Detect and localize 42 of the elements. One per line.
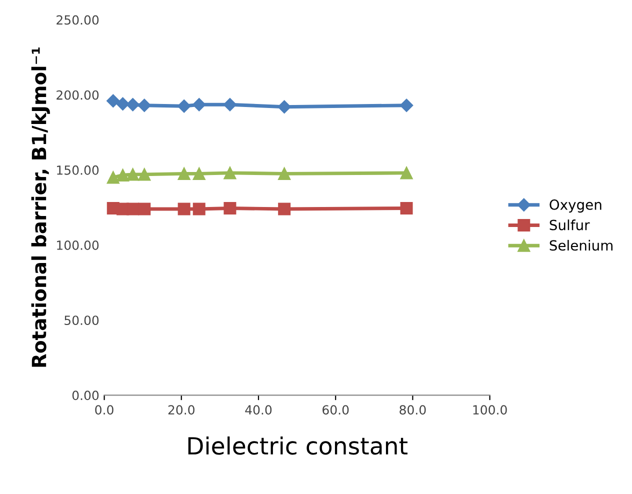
point	[138, 168, 151, 181]
legend-label: Selenium	[550, 240, 612, 251]
x-axis-title: Dielectric constant	[188, 436, 408, 455]
y-axis-title: Rotational barrier, B1/kJmol⁻¹	[31, 48, 50, 367]
x-tick-label: 0.0	[95, 405, 114, 415]
y-tick-label: 200.00	[56, 90, 99, 100]
x-tick-label: 40.0	[245, 405, 272, 415]
point	[224, 166, 236, 180]
point	[106, 171, 120, 184]
y-tick-label: 0.00	[72, 390, 99, 400]
point	[126, 202, 140, 216]
x-tick-label: 20.0	[168, 405, 194, 415]
legend-label: Oxygen	[550, 199, 602, 213]
point	[192, 167, 206, 180]
point	[178, 202, 190, 216]
point	[106, 94, 120, 108]
point	[126, 98, 140, 112]
point	[278, 100, 291, 114]
y-tick-label: 100.00	[57, 240, 99, 250]
point	[223, 98, 237, 112]
point	[116, 168, 130, 182]
x-tick-label: 100.0	[473, 405, 507, 415]
point	[177, 100, 191, 113]
point	[192, 98, 206, 112]
point	[400, 98, 414, 112]
y-tick-label: 50.00	[64, 316, 99, 326]
point	[278, 167, 291, 180]
x-tick-label: 80.0	[400, 405, 426, 415]
x-tick-label: 60.0	[322, 405, 349, 415]
point	[400, 202, 413, 214]
point	[224, 202, 236, 214]
point	[278, 202, 291, 216]
point	[400, 166, 413, 180]
point	[116, 97, 130, 110]
y-tick-label: 150.00	[57, 165, 99, 175]
point	[178, 167, 190, 180]
point	[126, 168, 140, 181]
legend-label: Sulfur	[550, 220, 590, 230]
y-tick-label: 250.00	[56, 15, 99, 25]
point	[138, 98, 151, 112]
point	[192, 202, 206, 216]
point	[138, 202, 151, 216]
